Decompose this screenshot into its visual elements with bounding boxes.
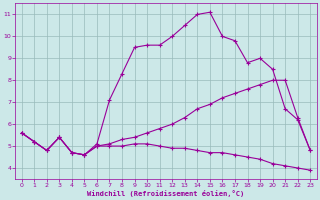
X-axis label: Windchill (Refroidissement éolien,°C): Windchill (Refroidissement éolien,°C) <box>87 190 244 197</box>
